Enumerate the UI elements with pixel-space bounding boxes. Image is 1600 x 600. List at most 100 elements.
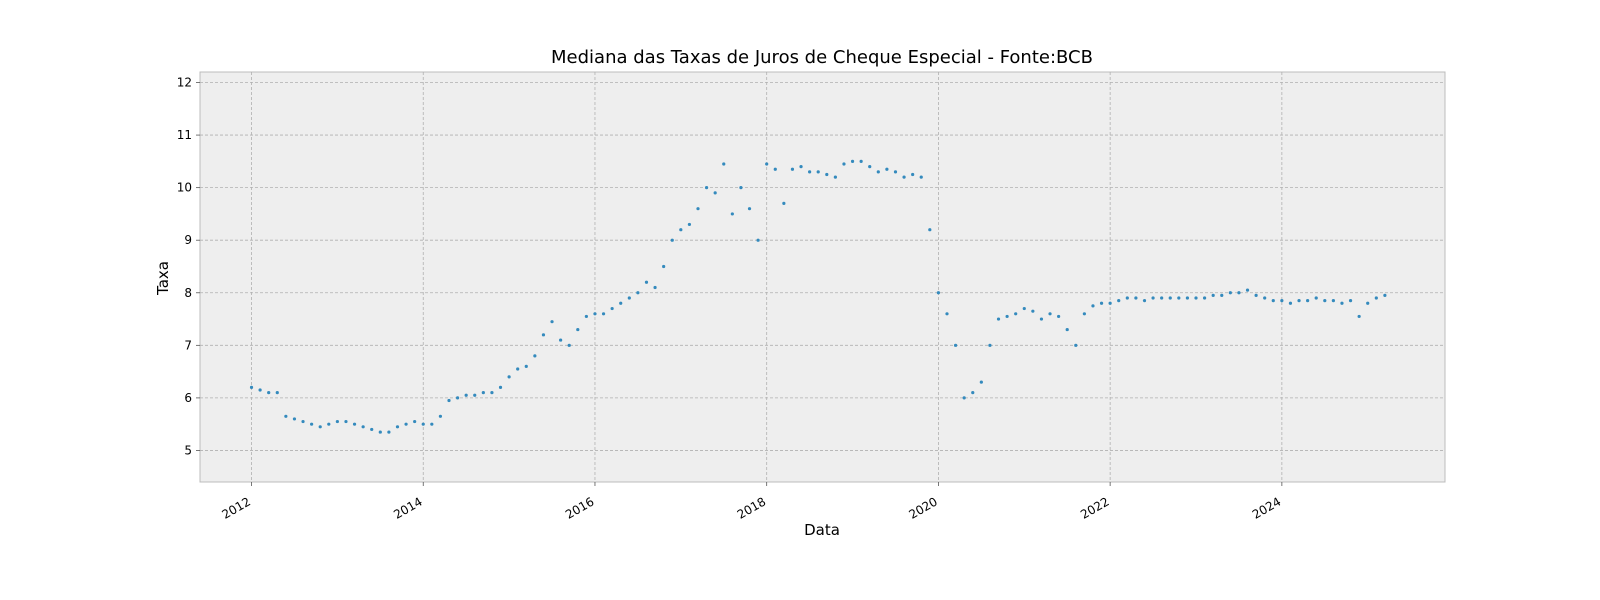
data-point [1366,301,1370,305]
y-tick-label: 12 [177,76,192,90]
data-points [249,159,1387,434]
data-point [507,375,511,379]
data-point [310,422,314,426]
y-tick-label: 9 [184,233,192,247]
data-point [576,327,580,332]
data-point [1245,288,1250,292]
y-tick-label: 7 [184,338,192,352]
data-point [1057,314,1061,319]
data-point [541,333,546,337]
data-point [722,162,726,166]
data-point [696,207,700,211]
data-point [850,159,855,163]
data-point [378,430,382,434]
data-point [284,414,288,418]
data-point [601,312,606,316]
data-point [1297,299,1301,303]
data-point [1323,299,1327,303]
data-point [1228,291,1232,295]
data-point [936,291,941,295]
x-tick-label: 2024 [1250,494,1283,521]
data-point [747,207,752,211]
y-tick-label: 10 [177,181,192,195]
data-point [1254,293,1258,297]
data-point [1134,296,1138,300]
data-point [627,296,631,300]
data-point [1099,301,1104,305]
data-point [1211,293,1215,297]
data-point [1108,301,1112,305]
y-tick-label: 11 [177,128,192,142]
data-point [258,388,262,392]
data-point [584,314,588,319]
data-point [790,167,795,171]
data-point [395,425,400,429]
plot-background [199,71,1446,483]
data-point [825,172,829,177]
data-point [876,170,880,174]
data-point [1357,314,1361,319]
data-point [644,280,649,284]
y-tick-label: 6 [184,391,192,405]
data-point [464,393,468,397]
x-tick-label: 2016 [563,494,596,521]
data-point [704,186,709,190]
data-point [1022,306,1026,311]
data-point [516,367,520,371]
data-point [662,264,666,269]
data-point [1306,299,1310,303]
data-point [267,391,271,395]
data-point [1177,296,1181,300]
data-point [816,170,820,174]
x-tick-label: 2018 [735,494,768,521]
data-point [1168,296,1172,300]
data-point [1271,299,1275,303]
data-point [713,191,717,195]
data-point [885,167,889,171]
data-point [1314,296,1318,300]
data-point [619,301,623,305]
x-tick-label: 2020 [906,494,939,521]
data-point [352,422,357,426]
data-point [1117,299,1121,303]
data-point [1125,296,1129,300]
data-point [1237,291,1241,295]
data-point [1142,299,1147,303]
data-point [473,393,477,397]
data-point [533,354,537,358]
data-point [988,343,992,347]
data-point [1005,314,1009,319]
data-point [404,422,408,426]
data-point [481,391,485,395]
data-point [799,165,803,169]
data-point [421,422,425,426]
data-point [919,175,923,179]
data-point [430,422,434,426]
data-point [679,228,683,232]
x-axis-label: Data [804,521,840,539]
data-point [928,228,932,232]
data-point [902,175,906,179]
x-tick-label: 2022 [1078,494,1111,521]
data-point [318,425,322,429]
data-point [455,396,460,400]
data-point [610,306,614,311]
data-point [447,398,451,403]
data-point [868,165,872,169]
data-point [1039,317,1044,321]
data-point [1202,296,1207,300]
data-point [953,343,958,347]
data-point [593,312,597,316]
data-point [1048,312,1052,316]
data-point [1331,299,1335,303]
data-point [567,343,571,347]
chart-title: Mediana das Taxas de Juros de Cheque Esp… [551,47,1093,68]
data-point [945,312,949,316]
data-point [1280,299,1284,303]
data-point [833,175,837,179]
data-point [559,338,563,342]
data-point [765,162,769,166]
data-point [808,170,812,174]
data-point [361,425,365,429]
data-point [1348,299,1353,303]
